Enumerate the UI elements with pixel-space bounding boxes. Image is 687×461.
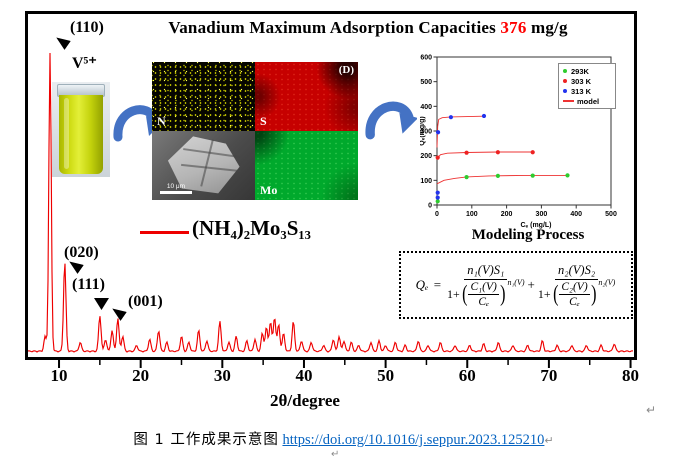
isotherm-legend: 293K 303 K 313 K model xyxy=(558,63,616,109)
peak-label-020: (020) xyxy=(64,244,99,261)
peak-label-110: (110) xyxy=(70,19,104,36)
equation-qe: Qₑ xyxy=(415,277,429,292)
paren-close: ) xyxy=(499,280,506,306)
legend-item-303k: 303 K xyxy=(563,76,612,86)
figure-title: Vanadium Maximum Adsorption Capacities 3… xyxy=(138,18,598,38)
eds-image-grid: N (D) S 10 μm Mo xyxy=(152,62,358,200)
paren-close: ) xyxy=(590,280,597,306)
term1-inner-num: C₁(V) xyxy=(468,280,499,295)
isotherm-chart: 0 100 200 300 400 500 0 100 200 300 400 500 600 Qₑ(mg… xyxy=(420,55,617,230)
svg-text:500: 500 xyxy=(605,211,617,218)
caption-return-mark: ↵ xyxy=(544,434,554,447)
figure-caption: 图 1 工作成果示意图 https://doi.org/10.1016/j.se… xyxy=(0,428,687,449)
legend-label-303k: 303 K xyxy=(571,76,592,86)
term1-denominator: 1+ ( C₁(V) Cₑ ) n₁(V) xyxy=(447,277,525,308)
legend-label-293k: 293K xyxy=(571,66,589,76)
modeling-process-title: Modeling Process xyxy=(471,227,585,243)
xrd-tick-label: 70 xyxy=(540,366,558,385)
doi-link[interactable]: https://doi.org/10.1016/j.seppur.2023.12… xyxy=(282,432,545,448)
legend-marker-303k xyxy=(563,79,567,83)
vial-liquid xyxy=(59,95,103,174)
svg-text:600: 600 xyxy=(420,55,432,62)
xrd-tick-label: 40 xyxy=(295,366,313,385)
eds-label-s: S xyxy=(260,114,267,128)
svg-text:100: 100 xyxy=(420,178,432,185)
equation-term-1: n₁(V)S₁ 1+ ( C₁(V) Cₑ ) n₁(V) xyxy=(447,263,524,308)
eds-label-n: N xyxy=(157,114,166,128)
model-equation: Qₑ = n₁(V)S₁ 1+ ( C₁(V) Cₑ ) n₁(V) + n₂(… xyxy=(399,251,633,319)
xrd-tick-label: 60 xyxy=(458,366,476,385)
caption-label: 图 1 工作成果示意图 xyxy=(133,432,279,448)
legend-marker-313k xyxy=(563,89,567,93)
figure-title-unit: mg/g xyxy=(530,18,568,37)
svg-text:300: 300 xyxy=(420,129,432,136)
legend-item-293k: 293K xyxy=(563,66,612,76)
empty-paragraph-mark: ↵ xyxy=(331,449,340,460)
peak-label-001: (001) xyxy=(128,293,163,310)
eds-map-sulfur: (D) S xyxy=(255,62,358,131)
term2-den-prefix: 1+ xyxy=(537,286,551,301)
svg-text:500: 500 xyxy=(420,79,432,86)
legend-marker-model xyxy=(563,100,574,102)
svg-text:400: 400 xyxy=(570,211,582,218)
term2-denominator: 1+ ( C₂(V) Cₑ ) n₂(V) xyxy=(537,277,616,308)
scale-bar-line xyxy=(160,191,192,194)
legend-item-model: model xyxy=(563,96,612,106)
sem-image: 10 μm xyxy=(152,131,255,200)
xrd-tick-label: 10 xyxy=(50,366,68,385)
xrd-tick-label: 50 xyxy=(377,366,395,385)
term1-numerator: n₁(V)S₁ xyxy=(464,263,508,280)
equation-lhs: Qₑ = xyxy=(416,277,443,293)
xrd-tick-label: 80 xyxy=(622,366,640,385)
term2-inner-fraction: C₂(V) Cₑ xyxy=(559,280,590,308)
equation-plus: + xyxy=(527,277,535,292)
paren-open: ( xyxy=(461,280,468,306)
svg-text:200: 200 xyxy=(501,211,513,218)
figure-border xyxy=(25,11,637,360)
svg-text:400: 400 xyxy=(420,104,432,111)
svg-text:0: 0 xyxy=(435,211,439,218)
xrd-spectrum-chart xyxy=(27,52,634,368)
svg-text:100: 100 xyxy=(466,211,478,218)
term1-exponent: n₁(V) xyxy=(507,277,525,287)
term2-inner-den: Cₑ xyxy=(569,295,580,308)
xrd-tick-label: 30 xyxy=(213,366,231,385)
figure-title-text: Vanadium Maximum Adsorption Capacities xyxy=(168,18,496,37)
svg-text:0: 0 xyxy=(428,203,432,210)
eds-label-mo: Mo xyxy=(260,183,278,197)
scale-bar: 10 μm xyxy=(160,183,192,194)
term1-inner-fraction: C₁(V) Cₑ xyxy=(468,280,499,308)
legend-label-313k: 313 K xyxy=(571,86,592,96)
term2-exponent: n₂(V) xyxy=(598,277,616,287)
sample-formula: (NH₄)₂Mo₃S₁₃ xyxy=(192,216,311,240)
eds-map-nitrogen: N xyxy=(152,62,255,131)
vanadium-solution-photo xyxy=(52,82,110,177)
xrd-xaxis-title: 2θ/degree xyxy=(270,391,340,410)
eds-panel-label: (D) xyxy=(338,64,354,76)
legend-item-313k: 313 K xyxy=(563,86,612,96)
term1-inner-den: Cₑ xyxy=(478,295,489,308)
eds-map-molybdenum: Mo xyxy=(255,131,358,200)
term2-inner-num: C₂(V) xyxy=(559,280,590,295)
equation-equals: = xyxy=(433,277,442,292)
peak-label-111: (111) xyxy=(72,276,105,293)
term1-den-prefix: 1+ xyxy=(447,286,460,301)
xrd-legend-line xyxy=(140,231,189,234)
svg-text:300: 300 xyxy=(536,211,548,218)
figure-title-value: 376 xyxy=(500,18,527,37)
svg-text:Qₑ(mg/g): Qₑ(mg/g) xyxy=(420,116,426,145)
legend-marker-293k xyxy=(563,69,567,73)
svg-text:200: 200 xyxy=(420,153,432,160)
xrd-tick-label: 20 xyxy=(132,366,150,385)
equation-term-2: n₂(V)S₂ 1+ ( C₂(V) Cₑ ) n₂(V) xyxy=(538,263,615,308)
term2-numerator: n₂(V)S₂ xyxy=(555,263,599,280)
vanadium-ion-label: V⁵⁺ xyxy=(72,55,97,72)
vial-highlight xyxy=(64,98,69,169)
scale-bar-text: 10 μm xyxy=(166,183,186,190)
paren-open: ( xyxy=(552,280,559,306)
svg-text:Cₑ (mg/L): Cₑ (mg/L) xyxy=(520,222,551,229)
paragraph-return-mark: ↵ xyxy=(646,403,657,417)
legend-label-model: model xyxy=(577,96,600,106)
